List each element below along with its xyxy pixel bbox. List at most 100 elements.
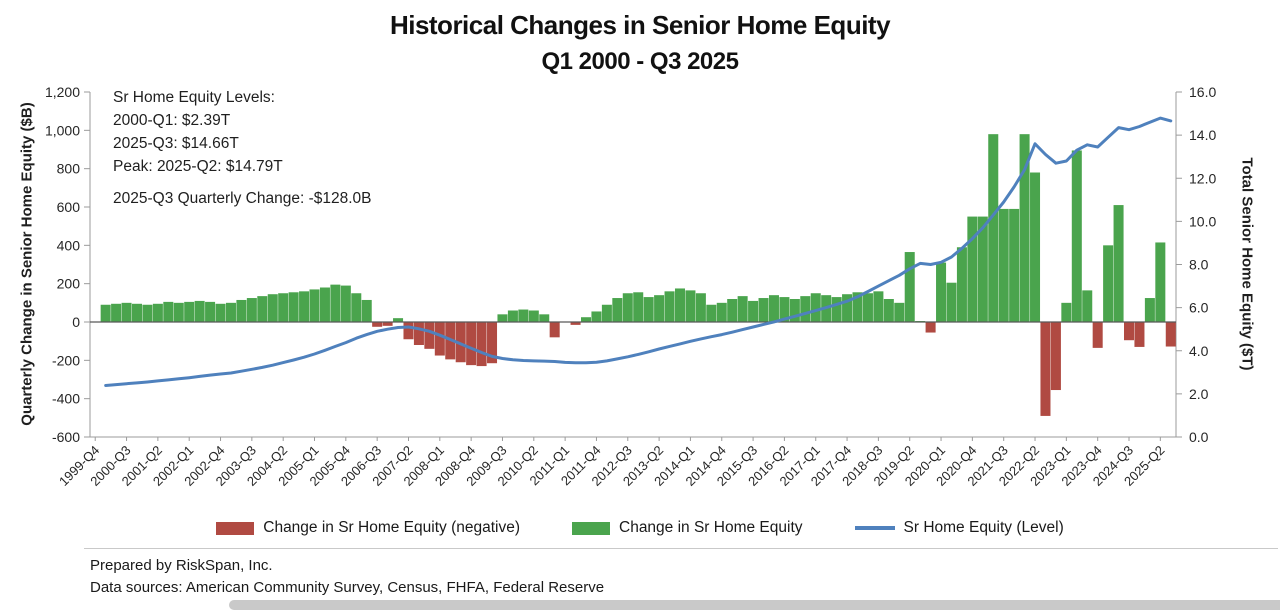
legend-divider-line xyxy=(84,548,1278,549)
bar-positive xyxy=(685,290,696,323)
chart-legend: Change in Sr Home Equity (negative) Chan… xyxy=(0,519,1280,537)
bar-positive xyxy=(246,298,257,322)
right-axis-tick-label: 2.0 xyxy=(1189,386,1209,402)
right-axis-tick-label: 12.0 xyxy=(1189,170,1216,186)
bar-positive xyxy=(1113,205,1124,322)
bar-negative xyxy=(424,322,435,349)
annotation-line: Peak: 2025-Q2: $14.79T xyxy=(113,158,283,175)
bar-positive xyxy=(779,297,790,322)
left-axis-tick-label: 800 xyxy=(57,161,81,177)
legend-item-level: Sr Home Equity (Level) xyxy=(854,519,1064,537)
bar-positive xyxy=(1030,172,1041,322)
legend-label-negative: Change in Sr Home Equity (negative) xyxy=(263,519,520,536)
bar-positive xyxy=(152,303,163,322)
chart-subtitle: Q1 2000 - Q3 2025 xyxy=(541,48,739,75)
bar-positive xyxy=(789,299,800,322)
bar-positive xyxy=(299,291,310,322)
bar-negative xyxy=(1165,322,1176,347)
bar-positive xyxy=(225,302,236,322)
bar-positive xyxy=(111,303,122,322)
bar-positive xyxy=(1144,298,1155,322)
bar-positive xyxy=(330,284,341,323)
bar-negative xyxy=(1040,322,1051,416)
left-axis-tick-label: -200 xyxy=(52,352,80,368)
bar-negative xyxy=(434,322,445,356)
bar-positive xyxy=(581,317,592,322)
bar-negative xyxy=(925,322,936,333)
bar-positive xyxy=(800,296,811,323)
bar-positive xyxy=(205,301,216,323)
right-axis-tick-label: 0.0 xyxy=(1189,429,1209,445)
right-axis-tick-label: 4.0 xyxy=(1189,343,1209,359)
bar-positive xyxy=(319,287,330,322)
bar-positive xyxy=(1082,290,1093,323)
annotation-line: 2000-Q1: $2.39T xyxy=(113,112,231,129)
bar-positive xyxy=(288,292,299,322)
bar-positive xyxy=(173,302,184,322)
legend-item-positive: Change in Sr Home Equity xyxy=(572,519,803,537)
bar-negative xyxy=(476,322,487,367)
left-axis-tick-label: 1,200 xyxy=(45,84,80,100)
bar-positive xyxy=(727,299,738,322)
bar-positive xyxy=(215,303,226,322)
right-axis-tick-label: 16.0 xyxy=(1189,84,1216,100)
bar-positive xyxy=(831,297,842,322)
left-axis-tick-label: 200 xyxy=(57,276,81,292)
bar-positive xyxy=(810,293,821,322)
legend-label-level: Sr Home Equity (Level) xyxy=(903,519,1064,536)
left-axis-tick-label: -400 xyxy=(52,391,80,407)
bar-positive xyxy=(643,297,654,322)
footer-prepared-by: Prepared by RiskSpan, Inc. xyxy=(90,557,273,574)
bar-positive xyxy=(664,291,675,322)
bar-positive xyxy=(1103,245,1114,322)
bar-positive xyxy=(842,294,853,322)
bar-positive xyxy=(936,262,947,322)
bar-positive xyxy=(393,318,404,322)
bar-positive xyxy=(1019,134,1030,322)
bar-positive xyxy=(612,298,623,322)
bar-positive xyxy=(121,302,132,322)
bar-positive xyxy=(518,309,529,322)
bar-positive xyxy=(852,292,863,322)
left-axis-tick-label: 0 xyxy=(72,314,80,330)
bar-positive xyxy=(988,134,999,322)
bar-negative xyxy=(1124,322,1135,341)
bar-positive xyxy=(507,310,518,322)
bar-positive xyxy=(351,293,362,322)
right-axis-tick-label: 10.0 xyxy=(1189,213,1216,229)
legend-swatch-negative xyxy=(216,521,255,535)
horizontal-scrollbar[interactable] xyxy=(229,600,1280,610)
bar-negative xyxy=(403,322,414,340)
bar-positive xyxy=(633,292,644,322)
bar-positive xyxy=(873,291,884,322)
bar-positive xyxy=(100,304,111,322)
bar-positive xyxy=(142,304,153,322)
bar-negative xyxy=(549,322,560,338)
bar-positive xyxy=(654,295,665,322)
bar-positive xyxy=(998,208,1009,322)
right-axis-tick-label: 6.0 xyxy=(1189,300,1209,316)
bar-negative xyxy=(487,322,498,364)
bar-positive xyxy=(748,300,759,322)
bar-positive xyxy=(184,301,195,323)
legend-label-positive: Change in Sr Home Equity xyxy=(619,519,803,536)
bar-negative xyxy=(382,322,393,326)
left-axis-tick-label: 400 xyxy=(57,237,81,253)
bar-negative xyxy=(413,322,424,345)
bar-positive xyxy=(883,299,894,322)
bar-positive xyxy=(1009,208,1020,322)
legend-item-negative: Change in Sr Home Equity (negative) xyxy=(216,519,520,537)
bar-positive xyxy=(309,289,320,322)
bar-positive xyxy=(904,252,915,322)
annotation-line: Sr Home Equity Levels: xyxy=(113,89,275,106)
bar-positive xyxy=(768,295,779,322)
bar-positive xyxy=(267,294,278,322)
bar-negative xyxy=(466,322,477,366)
bar-negative xyxy=(570,322,581,325)
bar-positive xyxy=(977,216,988,322)
right-axis-tick-label: 8.0 xyxy=(1189,257,1209,273)
bar-negative xyxy=(1134,322,1145,347)
annotation-block: Sr Home Equity Levels: 2000-Q1: $2.39T 2… xyxy=(113,86,283,178)
